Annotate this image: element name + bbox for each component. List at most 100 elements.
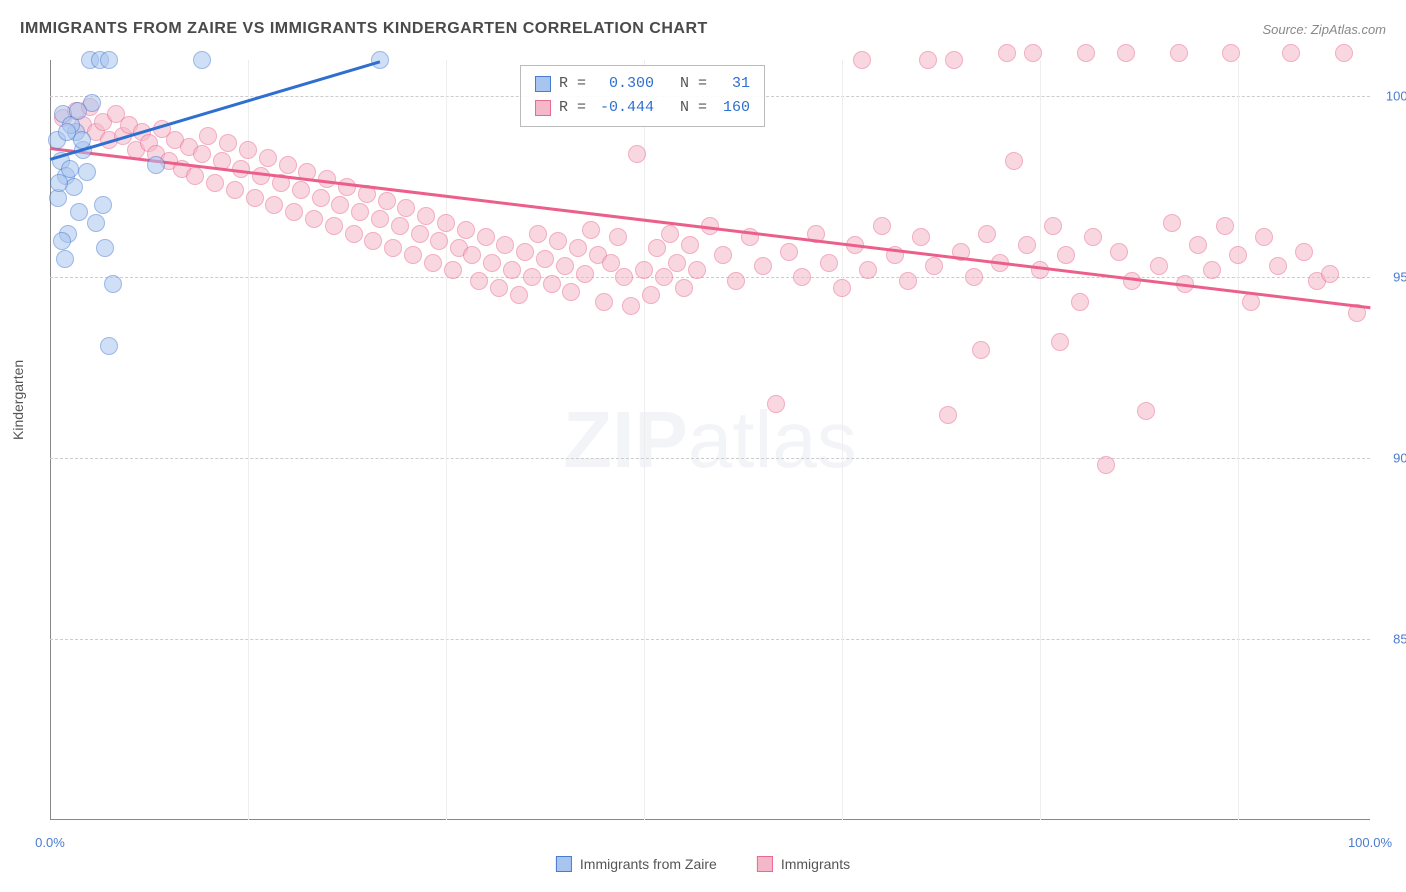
- y-tick-label: 100.0%: [1386, 89, 1406, 104]
- immigrants-point: [457, 221, 475, 239]
- zaire-legend-label: Immigrants from Zaire: [580, 856, 717, 872]
- immigrants-point: [648, 239, 666, 257]
- zaire-point: [53, 232, 71, 250]
- y-axis-label: Kindergarten: [10, 360, 26, 440]
- immigrants-swatch: [535, 100, 551, 116]
- zaire-point: [70, 203, 88, 221]
- immigrants-point: [404, 246, 422, 264]
- immigrants-point: [351, 203, 369, 221]
- immigrants-point: [1229, 246, 1247, 264]
- immigrants-point: [727, 272, 745, 290]
- immigrants-point: [919, 51, 937, 69]
- zaire-point: [56, 250, 74, 268]
- zaire-point: [58, 123, 76, 141]
- immigrants-point: [483, 254, 501, 272]
- y-axis: [50, 60, 51, 820]
- zaire-point: [100, 337, 118, 355]
- immigrants-point: [754, 257, 772, 275]
- immigrants-point: [206, 174, 224, 192]
- immigrants-point: [549, 232, 567, 250]
- immigrants-point: [1018, 236, 1036, 254]
- zaire-point: [100, 51, 118, 69]
- immigrants-point: [642, 286, 660, 304]
- immigrants-point: [477, 228, 495, 246]
- immigrants-point: [1071, 293, 1089, 311]
- immigrants-point: [265, 196, 283, 214]
- zaire-point: [87, 214, 105, 232]
- immigrants-point: [417, 207, 435, 225]
- stats-r-label: R =: [559, 72, 586, 96]
- x-tick-label: 0.0%: [35, 835, 65, 850]
- immigrants-point: [833, 279, 851, 297]
- immigrants-point: [529, 225, 547, 243]
- stats-legend-box: R = 0.300 N = 31R = -0.444 N = 160: [520, 65, 765, 127]
- immigrants-point: [331, 196, 349, 214]
- grid-vline: [446, 60, 447, 820]
- immigrants-point: [292, 181, 310, 199]
- immigrants-point: [503, 261, 521, 279]
- zaire-point: [193, 51, 211, 69]
- immigrants-point: [424, 254, 442, 272]
- zaire-point: [69, 102, 87, 120]
- immigrants-point: [945, 51, 963, 69]
- immigrants-point: [1170, 44, 1188, 62]
- immigrants-point: [576, 265, 594, 283]
- grid-vline: [1238, 60, 1239, 820]
- immigrants-point: [793, 268, 811, 286]
- immigrants-point: [536, 250, 554, 268]
- immigrants-point: [582, 221, 600, 239]
- immigrants-point: [1203, 261, 1221, 279]
- immigrants-point: [873, 217, 891, 235]
- immigrants-point: [523, 268, 541, 286]
- immigrants-point: [1242, 293, 1260, 311]
- immigrants-point: [1335, 44, 1353, 62]
- immigrants-point: [444, 261, 462, 279]
- stats-row-zaire: R = 0.300 N = 31: [535, 72, 750, 96]
- zaire-point: [94, 196, 112, 214]
- immigrants-point: [1137, 402, 1155, 420]
- stats-n-value: 31: [715, 72, 750, 96]
- immigrants-point: [391, 217, 409, 235]
- immigrants-point: [899, 272, 917, 290]
- immigrants-point: [1110, 243, 1128, 261]
- zaire-point: [50, 174, 68, 192]
- immigrants-point: [1051, 333, 1069, 351]
- immigrants-point: [1163, 214, 1181, 232]
- immigrants-point: [965, 268, 983, 286]
- stats-r-value: 0.300: [594, 72, 654, 96]
- x-tick-label: 100.0%: [1348, 835, 1392, 850]
- watermark: ZIPatlas: [563, 394, 856, 486]
- immigrants-point: [912, 228, 930, 246]
- immigrants-point: [1150, 257, 1168, 275]
- immigrants-point: [767, 395, 785, 413]
- stats-n-label: N =: [662, 72, 707, 96]
- immigrants-point: [1295, 243, 1313, 261]
- immigrants-point: [345, 225, 363, 243]
- stats-n-value: 160: [715, 96, 750, 120]
- immigrants-point: [622, 297, 640, 315]
- immigrants-point: [1005, 152, 1023, 170]
- immigrants-point: [1077, 44, 1095, 62]
- immigrants-point: [239, 141, 257, 159]
- watermark-bold: ZIP: [563, 395, 687, 484]
- grid-vline: [1040, 60, 1041, 820]
- immigrants-point: [556, 257, 574, 275]
- immigrants-point: [199, 127, 217, 145]
- zaire-point: [78, 163, 96, 181]
- immigrants-point: [384, 239, 402, 257]
- zaire-point: [147, 156, 165, 174]
- immigrants-point: [246, 189, 264, 207]
- legend-item-zaire: Immigrants from Zaire: [556, 856, 717, 872]
- stats-n-label: N =: [662, 96, 707, 120]
- immigrants-point: [305, 210, 323, 228]
- immigrants-point: [496, 236, 514, 254]
- immigrants-point: [780, 243, 798, 261]
- y-tick-label: 90.0%: [1393, 451, 1406, 466]
- immigrants-point: [1255, 228, 1273, 246]
- grid-vline: [842, 60, 843, 820]
- immigrants-point: [668, 254, 686, 272]
- zaire-point: [96, 239, 114, 257]
- immigrants-point: [463, 246, 481, 264]
- immigrants-point: [602, 254, 620, 272]
- immigrants-point: [490, 279, 508, 297]
